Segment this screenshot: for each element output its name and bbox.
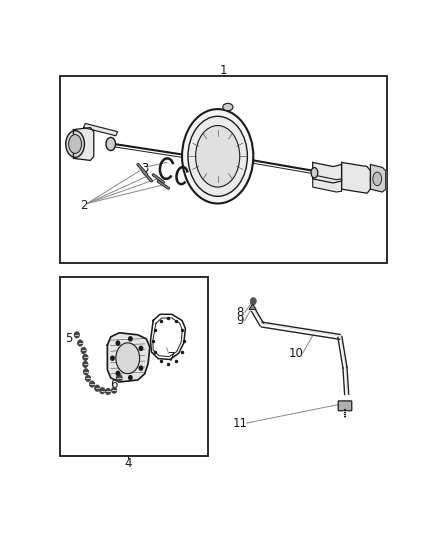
Bar [60,277,208,456]
Ellipse shape [311,167,318,178]
Circle shape [81,348,86,353]
Circle shape [90,381,95,387]
Text: 8: 8 [236,306,244,319]
Ellipse shape [106,138,116,150]
Text: 10: 10 [288,347,303,360]
Circle shape [78,340,83,346]
Circle shape [139,346,143,350]
Circle shape [86,375,90,381]
Ellipse shape [182,109,253,204]
FancyBboxPatch shape [338,401,352,411]
Circle shape [111,356,114,360]
Polygon shape [313,175,342,192]
Ellipse shape [223,103,233,111]
Circle shape [100,388,105,393]
Circle shape [129,337,132,341]
Polygon shape [249,304,256,309]
Text: 5: 5 [65,333,72,345]
Ellipse shape [66,131,85,157]
Circle shape [116,372,120,375]
Ellipse shape [371,168,384,189]
Text: 9: 9 [236,314,244,327]
Circle shape [84,369,88,375]
Ellipse shape [196,125,240,187]
Circle shape [129,376,132,379]
Text: 4: 4 [124,457,131,470]
Circle shape [83,354,88,360]
Text: 7: 7 [168,351,176,364]
Ellipse shape [116,343,140,374]
Circle shape [116,341,120,345]
Circle shape [95,385,99,391]
Circle shape [74,332,79,338]
Circle shape [83,361,88,367]
Polygon shape [371,165,386,192]
Polygon shape [74,127,94,160]
Bar [60,76,387,263]
Circle shape [251,298,256,304]
Ellipse shape [373,172,381,185]
Ellipse shape [188,116,247,196]
Polygon shape [84,124,117,136]
Text: 11: 11 [232,417,247,430]
Polygon shape [107,333,150,382]
Ellipse shape [69,134,81,154]
Text: 1: 1 [220,64,228,77]
Text: 2: 2 [80,199,87,212]
Circle shape [139,366,143,370]
Text: 6: 6 [110,377,118,391]
Text: 3: 3 [141,162,148,175]
Circle shape [112,387,117,393]
Polygon shape [342,163,371,193]
Circle shape [106,389,110,394]
Polygon shape [313,163,342,183]
Circle shape [117,375,122,381]
